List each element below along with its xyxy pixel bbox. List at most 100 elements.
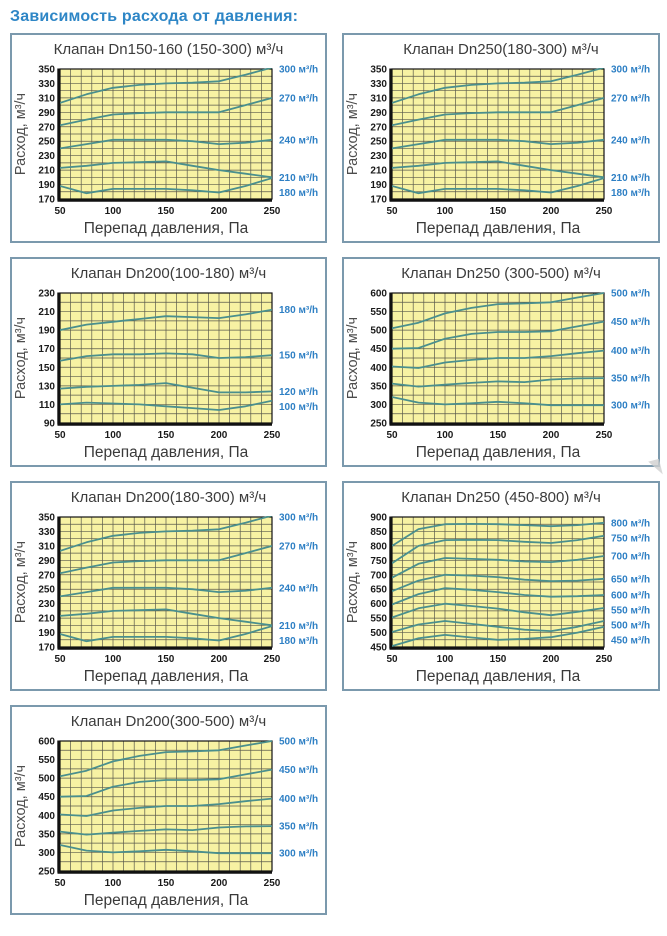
series-line xyxy=(392,320,604,350)
series-label: 210 м³/h xyxy=(611,173,650,184)
series-label: 120 м³/h xyxy=(279,387,318,398)
y-tick-label: 210 xyxy=(38,166,55,177)
series-label: 270 м³/h xyxy=(279,541,318,552)
y-tick-label: 330 xyxy=(38,79,55,90)
y-axis-title: Расход, м³/ч xyxy=(345,93,361,175)
series-line xyxy=(60,825,272,836)
series-line xyxy=(392,534,604,564)
y-tick-label: 190 xyxy=(370,180,387,191)
series-label: 100 м³/h xyxy=(279,402,318,413)
x-tick-label: 150 xyxy=(158,654,175,665)
series-label: 270 м³/h xyxy=(279,93,318,104)
series-line xyxy=(392,377,604,388)
y-tick-label: 450 xyxy=(38,792,55,803)
y-tick-label: 230 xyxy=(38,289,55,300)
series-line xyxy=(60,625,272,643)
y-tick-label: 270 xyxy=(38,122,55,133)
series-label: 500 м³/h xyxy=(611,621,650,632)
series-label: 450 м³/h xyxy=(279,765,318,776)
chart-title: Клапан Dn200(180-300) м³/ч xyxy=(70,489,267,506)
series-label: 300 м³/h xyxy=(611,65,650,76)
y-axis-title: Расход, м³/ч xyxy=(13,541,29,623)
series-line xyxy=(392,177,604,195)
y-tick-label: 300 xyxy=(370,400,387,411)
series-line xyxy=(60,797,272,817)
y-tick-label: 110 xyxy=(39,400,56,411)
series-line xyxy=(392,396,604,407)
chart-card: Клапан Dn200(100-180) м³/ч 230 210 190 170 1… xyxy=(10,257,327,467)
series-label: 350 м³/h xyxy=(611,374,650,385)
series-line xyxy=(392,602,604,619)
chart-card: Клапан Dn150-160 (150-300) м³/ч 350 330 31… xyxy=(10,33,327,243)
y-tick-label: 230 xyxy=(38,599,55,610)
chart-title: Клапан Dn250 (450-800) м³/ч xyxy=(401,489,601,506)
y-tick-label: 290 xyxy=(38,108,55,119)
series-line xyxy=(392,292,604,330)
x-tick-label: 100 xyxy=(105,206,122,217)
y-tick-label: 150 xyxy=(38,363,55,374)
series-label: 240 м³/h xyxy=(279,583,318,594)
x-axis-title: Перепад давления, Па xyxy=(84,220,249,237)
x-tick-label: 50 xyxy=(54,430,66,441)
y-tick-label: 450 xyxy=(370,643,387,654)
chart-title: Клапан Dn250(180-300) м³/ч xyxy=(403,41,599,58)
series-label: 180 м³/h xyxy=(279,636,318,647)
x-tick-label: 150 xyxy=(490,206,507,217)
x-tick-label: 50 xyxy=(54,206,66,217)
x-tick-label: 250 xyxy=(264,878,281,889)
y-tick-label: 330 xyxy=(38,527,55,538)
y-tick-label: 190 xyxy=(38,180,55,191)
y-tick-label: 90 xyxy=(44,419,56,430)
y-tick-label: 250 xyxy=(38,585,55,596)
y-tick-label: 170 xyxy=(38,344,55,355)
y-tick-label: 130 xyxy=(38,381,55,392)
series-line xyxy=(392,573,604,593)
chart-title: Клапан Dn250 (300-500) м³/ч xyxy=(401,265,601,282)
chart-title: Клапан Dn200(100-180) м³/ч xyxy=(70,265,267,282)
grid-lines xyxy=(59,68,273,200)
y-tick-label: 270 xyxy=(370,122,387,133)
x-tick-label: 250 xyxy=(596,430,613,441)
y-tick-label: 350 xyxy=(38,513,55,524)
x-tick-label: 150 xyxy=(158,430,175,441)
series-label: 300 м³/h xyxy=(279,849,318,860)
grid-lines xyxy=(59,740,273,872)
y-tick-label: 290 xyxy=(38,556,55,567)
series-label: 800 м³/h xyxy=(611,518,650,529)
series-line xyxy=(60,740,272,778)
y-tick-label: 900 xyxy=(370,513,387,524)
series-line xyxy=(392,620,604,633)
series-line xyxy=(392,625,604,647)
x-tick-label: 150 xyxy=(158,206,175,217)
y-tick-label: 170 xyxy=(38,643,55,654)
series-label: 240 м³/h xyxy=(279,135,318,146)
series-label: 600 м³/h xyxy=(611,591,650,602)
y-tick-label: 250 xyxy=(38,137,55,148)
y-tick-label: 400 xyxy=(370,363,387,374)
x-tick-label: 50 xyxy=(54,654,66,665)
y-tick-label: 550 xyxy=(38,755,55,766)
x-tick-label: 250 xyxy=(264,206,281,217)
y-tick-label: 210 xyxy=(38,614,55,625)
series-line xyxy=(60,352,272,362)
y-axis-title: Расход, м³/ч xyxy=(13,93,29,175)
x-tick-label: 50 xyxy=(386,654,398,665)
series-label: 210 м³/h xyxy=(279,173,318,184)
series-line xyxy=(60,97,272,127)
series-label: 500 м³/h xyxy=(279,737,318,748)
chart-card: Клапан Dn200(180-300) м³/ч 350 330 310 290 2… xyxy=(10,481,327,691)
series-line xyxy=(392,521,604,547)
y-tick-label: 600 xyxy=(370,289,387,300)
x-tick-label: 100 xyxy=(105,430,122,441)
series-label: 300 м³/h xyxy=(279,513,318,524)
y-tick-label: 800 xyxy=(370,541,387,552)
chart-card: Клапан Dn250 (300-500) м³/ч 600 550 500 450… xyxy=(342,257,660,467)
y-tick-label: 290 xyxy=(370,108,387,119)
series-line xyxy=(60,768,272,798)
y-tick-label: 170 xyxy=(370,195,387,206)
series-label: 400 м³/h xyxy=(611,346,650,357)
